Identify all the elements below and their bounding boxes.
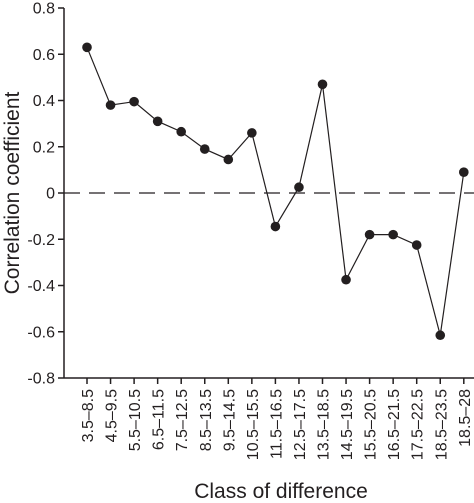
y-tick-label: -0.4 [27, 278, 55, 295]
x-axis-title: Class of difference [194, 480, 368, 503]
y-tick-label: -0.8 [27, 371, 55, 388]
x-tick-label: 11.5–16.5 [268, 389, 285, 459]
data-point [82, 42, 92, 53]
x-tick-label: 8.5–13.5 [198, 389, 215, 451]
y-ticks: -0.8 -0.6 -0.4 -0.2 0 0.2 0.4 0.6 0.8 [27, 1, 64, 388]
data-point [364, 229, 375, 240]
x-ticks: 3.5–8.5 4.5–9.5 5.5–10.5 6.5–11.5 7.5–12.5 8.… [80, 378, 474, 460]
data-point [388, 229, 398, 240]
data-point [411, 240, 422, 250]
data-point [223, 154, 234, 165]
data-point [294, 182, 304, 193]
y-tick-label: -0.6 [27, 324, 55, 341]
x-tick-label: 4.5–9.5 [104, 389, 121, 442]
x-tick-label: 13.5–18.5 [316, 389, 333, 460]
data-point [176, 126, 186, 137]
data-point [129, 96, 139, 107]
y-tick-label: 0.4 [33, 93, 55, 110]
y-tick-label: 0.8 [33, 1, 55, 18]
y-axis-title: Correlation coefficient [1, 91, 24, 294]
data-point [317, 79, 328, 90]
x-tick-label: 7.5–12.5 [174, 389, 191, 451]
x-tick-label: 9.5–14.5 [221, 389, 238, 451]
data-point [105, 100, 116, 110]
x-tick-label: 16.5–21.5 [386, 389, 403, 460]
x-tick-label: 12.5–17.5 [292, 389, 309, 460]
data-point [270, 221, 281, 232]
x-tick-label: 3.5–8.5 [80, 389, 97, 442]
x-tick-label: 17.5–22.5 [410, 389, 427, 460]
data-point [152, 116, 163, 127]
y-tick-label: -0.2 [27, 232, 55, 249]
data-point [341, 274, 351, 285]
x-tick-label: 6.5–11.5 [151, 389, 168, 450]
series-line [86, 47, 465, 336]
x-tick-label: 5.5–10.5 [127, 389, 144, 451]
x-tick-label: 18.5–28 [457, 389, 474, 447]
x-tick-label: 14.5–19.5 [339, 389, 356, 460]
data-point [199, 144, 210, 154]
data-point [247, 128, 257, 138]
x-tick-label: 15.5–20.5 [363, 389, 380, 460]
x-tick-label: 18.5–23.5 [433, 389, 450, 460]
y-tick-label: 0.2 [33, 139, 55, 156]
x-tick-label: 10.5–15.5 [245, 389, 262, 460]
data-points [82, 42, 469, 341]
y-tick-label: 0 [46, 186, 55, 203]
y-tick-label: 0.6 [33, 47, 55, 64]
data-point [435, 330, 446, 341]
data-point [459, 167, 469, 177]
